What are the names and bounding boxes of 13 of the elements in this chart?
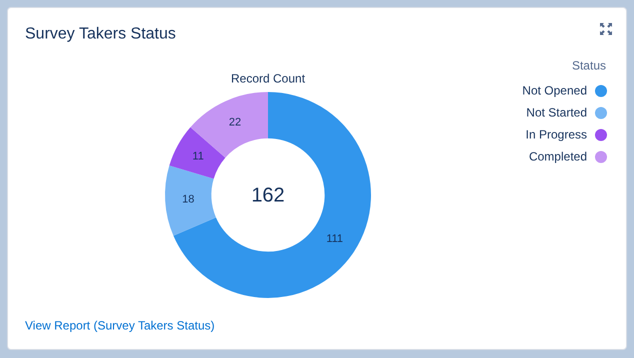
data-label: 18 [182, 194, 194, 206]
data-label: 111 [326, 232, 344, 245]
data-label: 11 [192, 150, 204, 162]
chart-title: Survey Takers Status [25, 25, 176, 42]
legend-title: Status [572, 58, 606, 72]
legend-label: Not Started [526, 105, 587, 120]
text: 162 [251, 184, 285, 207]
legend-label: In Progress [526, 127, 587, 142]
data-label: 22 [228, 116, 242, 128]
chart-subtitle: Record Count [230, 71, 306, 86]
text: View Report (Survey Takers Status) [25, 318, 215, 332]
legend-label: Not Opened [522, 83, 587, 98]
legend-label: Completed [528, 149, 587, 164]
